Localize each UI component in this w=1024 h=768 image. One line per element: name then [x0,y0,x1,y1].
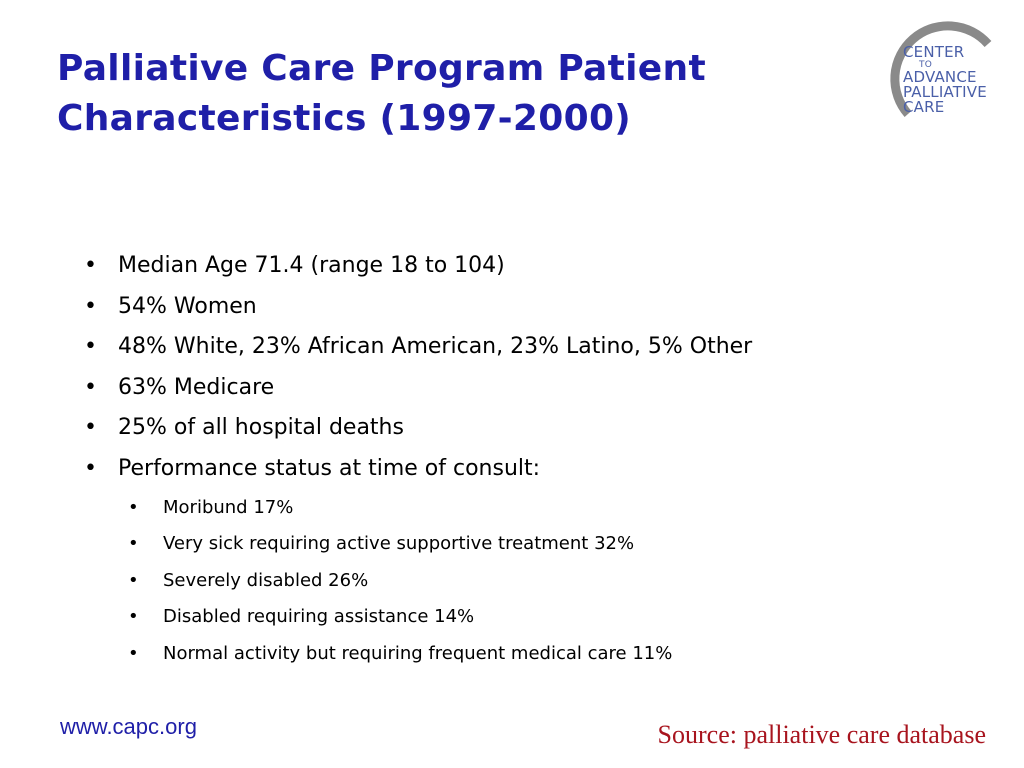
sub-bullet-item: Disabled requiring assistance 14% [84,599,984,636]
footer-source-note: Source: palliative care database [657,720,986,749]
logo-line-palliative: PALLIATIVE [903,83,987,101]
logo-line-to: TO [919,60,932,70]
bullet-item: 48% White, 23% African American, 23% Lat… [84,327,984,368]
bullet-item: 63% Medicare [84,368,984,409]
slide-title-line-1: Palliative Care Program Patient [57,48,706,89]
slide-title: Palliative Care Program Patient Characte… [57,44,857,144]
logo-wordmark: CENTER TO ADVANCE PALLIATIVE CARE [903,45,987,115]
capc-logo: CENTER TO ADVANCE PALLIATIVE CARE [884,16,1016,126]
sub-bullet-item: Normal activity but requiring frequent m… [84,636,984,673]
bullet-list: Median Age 71.4 (range 18 to 104) 54% Wo… [84,246,984,673]
bullet-item: Performance status at time of consult: [84,449,984,490]
slide-title-line-2: Characteristics (1997-2000) [57,98,632,139]
bullet-item: 25% of all hospital deaths [84,408,984,449]
logo-arc-icon [890,21,992,117]
bullet-item: Median Age 71.4 (range 18 to 104) [84,246,984,287]
sub-bullet-item: Very sick requiring active supportive tr… [84,526,984,563]
logo-line-care: CARE [903,98,945,116]
bullet-item: 54% Women [84,287,984,328]
logo-line-center: CENTER [903,43,965,61]
sub-bullet-item: Moribund 17% [84,490,984,527]
footer-url-link[interactable]: www.capc.org [60,714,197,739]
logo-line-advance: ADVANCE [903,68,977,86]
sub-bullet-item: Severely disabled 26% [84,563,984,600]
